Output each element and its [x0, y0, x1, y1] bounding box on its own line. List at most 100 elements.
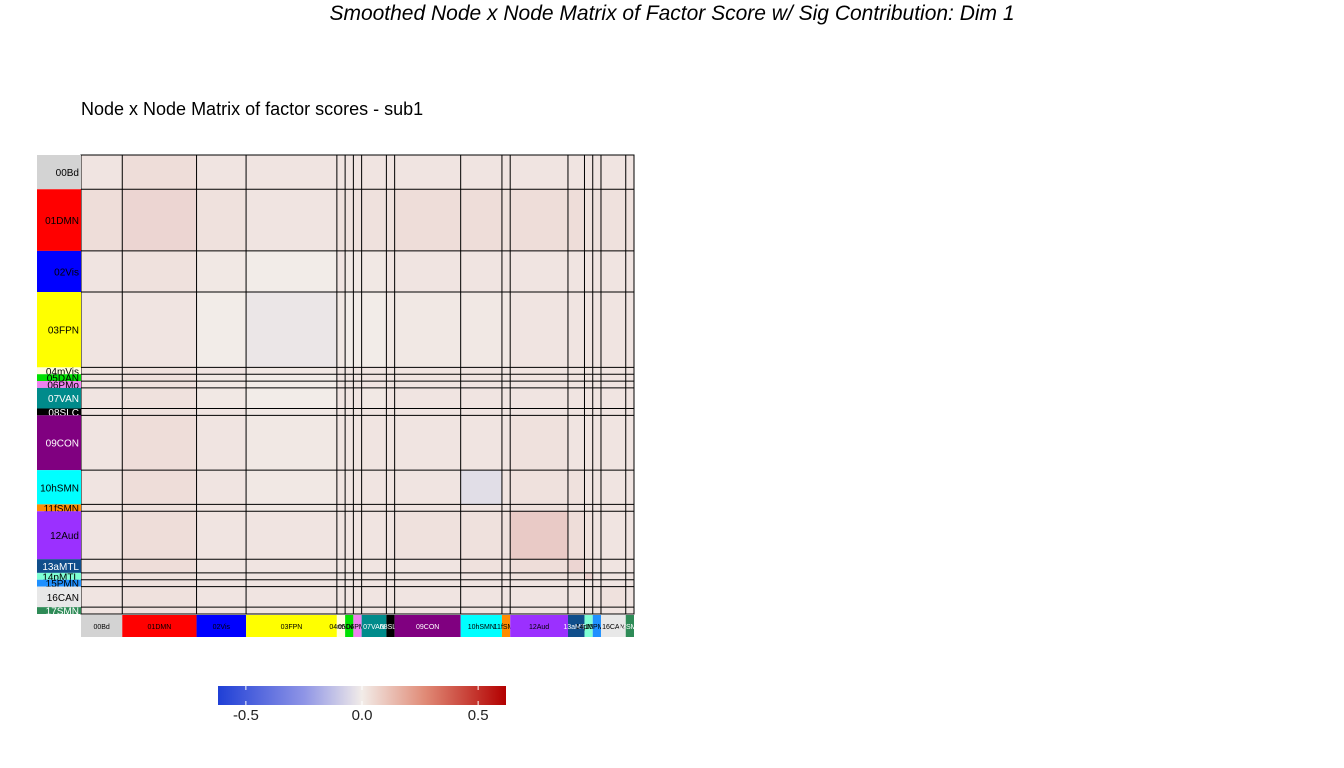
heatmap-cell	[592, 470, 601, 505]
heatmap-cell	[592, 607, 601, 614]
heatmap-cell	[361, 572, 387, 580]
heatmap-cell	[386, 189, 395, 251]
heatmap-cell	[361, 250, 387, 293]
heatmap-cell	[122, 607, 197, 614]
heatmap-cell	[122, 572, 197, 580]
column-network-label: 01DMN	[148, 624, 172, 631]
heatmap-cell	[567, 374, 585, 382]
heatmap-cell	[386, 292, 395, 368]
heatmap-cell	[361, 381, 387, 388]
heatmap-cell	[584, 250, 593, 293]
heatmap-cell	[625, 155, 634, 190]
row-network-bar	[37, 374, 81, 382]
heatmap-cell	[361, 586, 387, 608]
heatmap-cell	[592, 189, 601, 251]
heatmap-cell	[336, 250, 346, 293]
heatmap-cell	[246, 387, 337, 409]
heatmap-cell	[336, 579, 346, 587]
heatmap-cell	[81, 387, 123, 409]
heatmap-cell	[81, 470, 123, 505]
heatmap-cell	[592, 374, 601, 382]
heatmap-cell	[361, 374, 387, 382]
heatmap-cell	[345, 504, 354, 512]
heatmap-cell	[567, 504, 585, 512]
row-network-label: 04mVis	[46, 367, 79, 378]
heatmap-cell	[584, 387, 593, 409]
heatmap-cell	[196, 511, 247, 560]
heatmap-cell	[353, 504, 362, 512]
row-network-bar	[37, 607, 81, 614]
heatmap-cell	[122, 504, 197, 512]
heatmap-cell	[246, 504, 337, 512]
heatmap-cell	[196, 367, 247, 375]
heatmap-cell	[510, 470, 568, 505]
heatmap-cell	[246, 572, 337, 580]
heatmap-cell	[122, 470, 197, 505]
column-network-bar	[510, 615, 568, 637]
heatmap-cell	[567, 607, 585, 614]
heatmap-cell	[345, 579, 354, 587]
heatmap-cell	[353, 381, 362, 388]
column-network-bar	[246, 615, 337, 637]
heatmap-cell	[625, 579, 634, 587]
heatmap-cell	[353, 155, 362, 190]
heatmap-cell	[501, 189, 511, 251]
heatmap-cell	[246, 189, 337, 251]
heatmap-cell	[460, 415, 502, 471]
heatmap-cell	[592, 381, 601, 388]
heatmap-cell	[196, 586, 247, 608]
heatmap-cell	[386, 387, 395, 409]
heatmap-cell	[246, 470, 337, 505]
heatmap-cell	[394, 586, 461, 608]
heatmap-cell	[246, 559, 337, 573]
heatmap-cell	[345, 470, 354, 505]
heatmap-cell	[386, 470, 395, 505]
heatmap-cell	[353, 572, 362, 580]
heatmap-cell	[592, 579, 601, 587]
column-network-bar	[567, 615, 585, 637]
heatmap-cell	[592, 415, 601, 471]
heatmap-cell	[122, 374, 197, 382]
heatmap-cell	[460, 408, 502, 416]
row-network-bar	[37, 408, 81, 416]
heatmap-cell	[361, 415, 387, 471]
heatmap-cell	[501, 155, 511, 190]
heatmap-cell	[501, 408, 511, 416]
heatmap-cell	[361, 367, 387, 375]
heatmap-cell	[600, 559, 626, 573]
column-network-bar	[625, 615, 634, 637]
heatmap-cell	[386, 504, 395, 512]
heatmap-cell	[196, 415, 247, 471]
heatmap-cell	[600, 470, 626, 505]
heatmap-cell	[122, 408, 197, 416]
column-network-label: 17SMN	[618, 624, 641, 631]
row-network-bar	[37, 292, 81, 368]
column-network-bar	[584, 615, 593, 637]
row-network-bar	[37, 381, 81, 388]
row-network-bar	[37, 470, 81, 505]
heatmap-cell	[625, 559, 634, 573]
colorbar: -0.5 0.0 0.5	[218, 686, 506, 724]
heatmap-cell	[345, 387, 354, 409]
heatmap-cell	[81, 579, 123, 587]
heatmap-cell	[394, 381, 461, 388]
heatmap-cell	[592, 155, 601, 190]
heatmap-cell	[81, 586, 123, 608]
heatmap-cell	[386, 374, 395, 382]
column-network-label: 13aMTL	[563, 624, 589, 631]
column-network-label: 05DAN	[338, 624, 361, 631]
heatmap-cell	[460, 387, 502, 409]
heatmap-cell	[600, 189, 626, 251]
column-network-label: 04mVis	[329, 624, 353, 631]
heatmap-cell	[345, 408, 354, 416]
row-network-label: 07VAN	[48, 394, 79, 405]
column-network-bar	[501, 615, 511, 637]
heatmap-cell	[345, 381, 354, 388]
heatmap-cell	[460, 470, 502, 505]
heatmap-cell	[460, 381, 502, 388]
heatmap-cell	[510, 408, 568, 416]
heatmap-cell	[196, 374, 247, 382]
heatmap-cell	[501, 415, 511, 471]
heatmap-cell	[246, 511, 337, 560]
